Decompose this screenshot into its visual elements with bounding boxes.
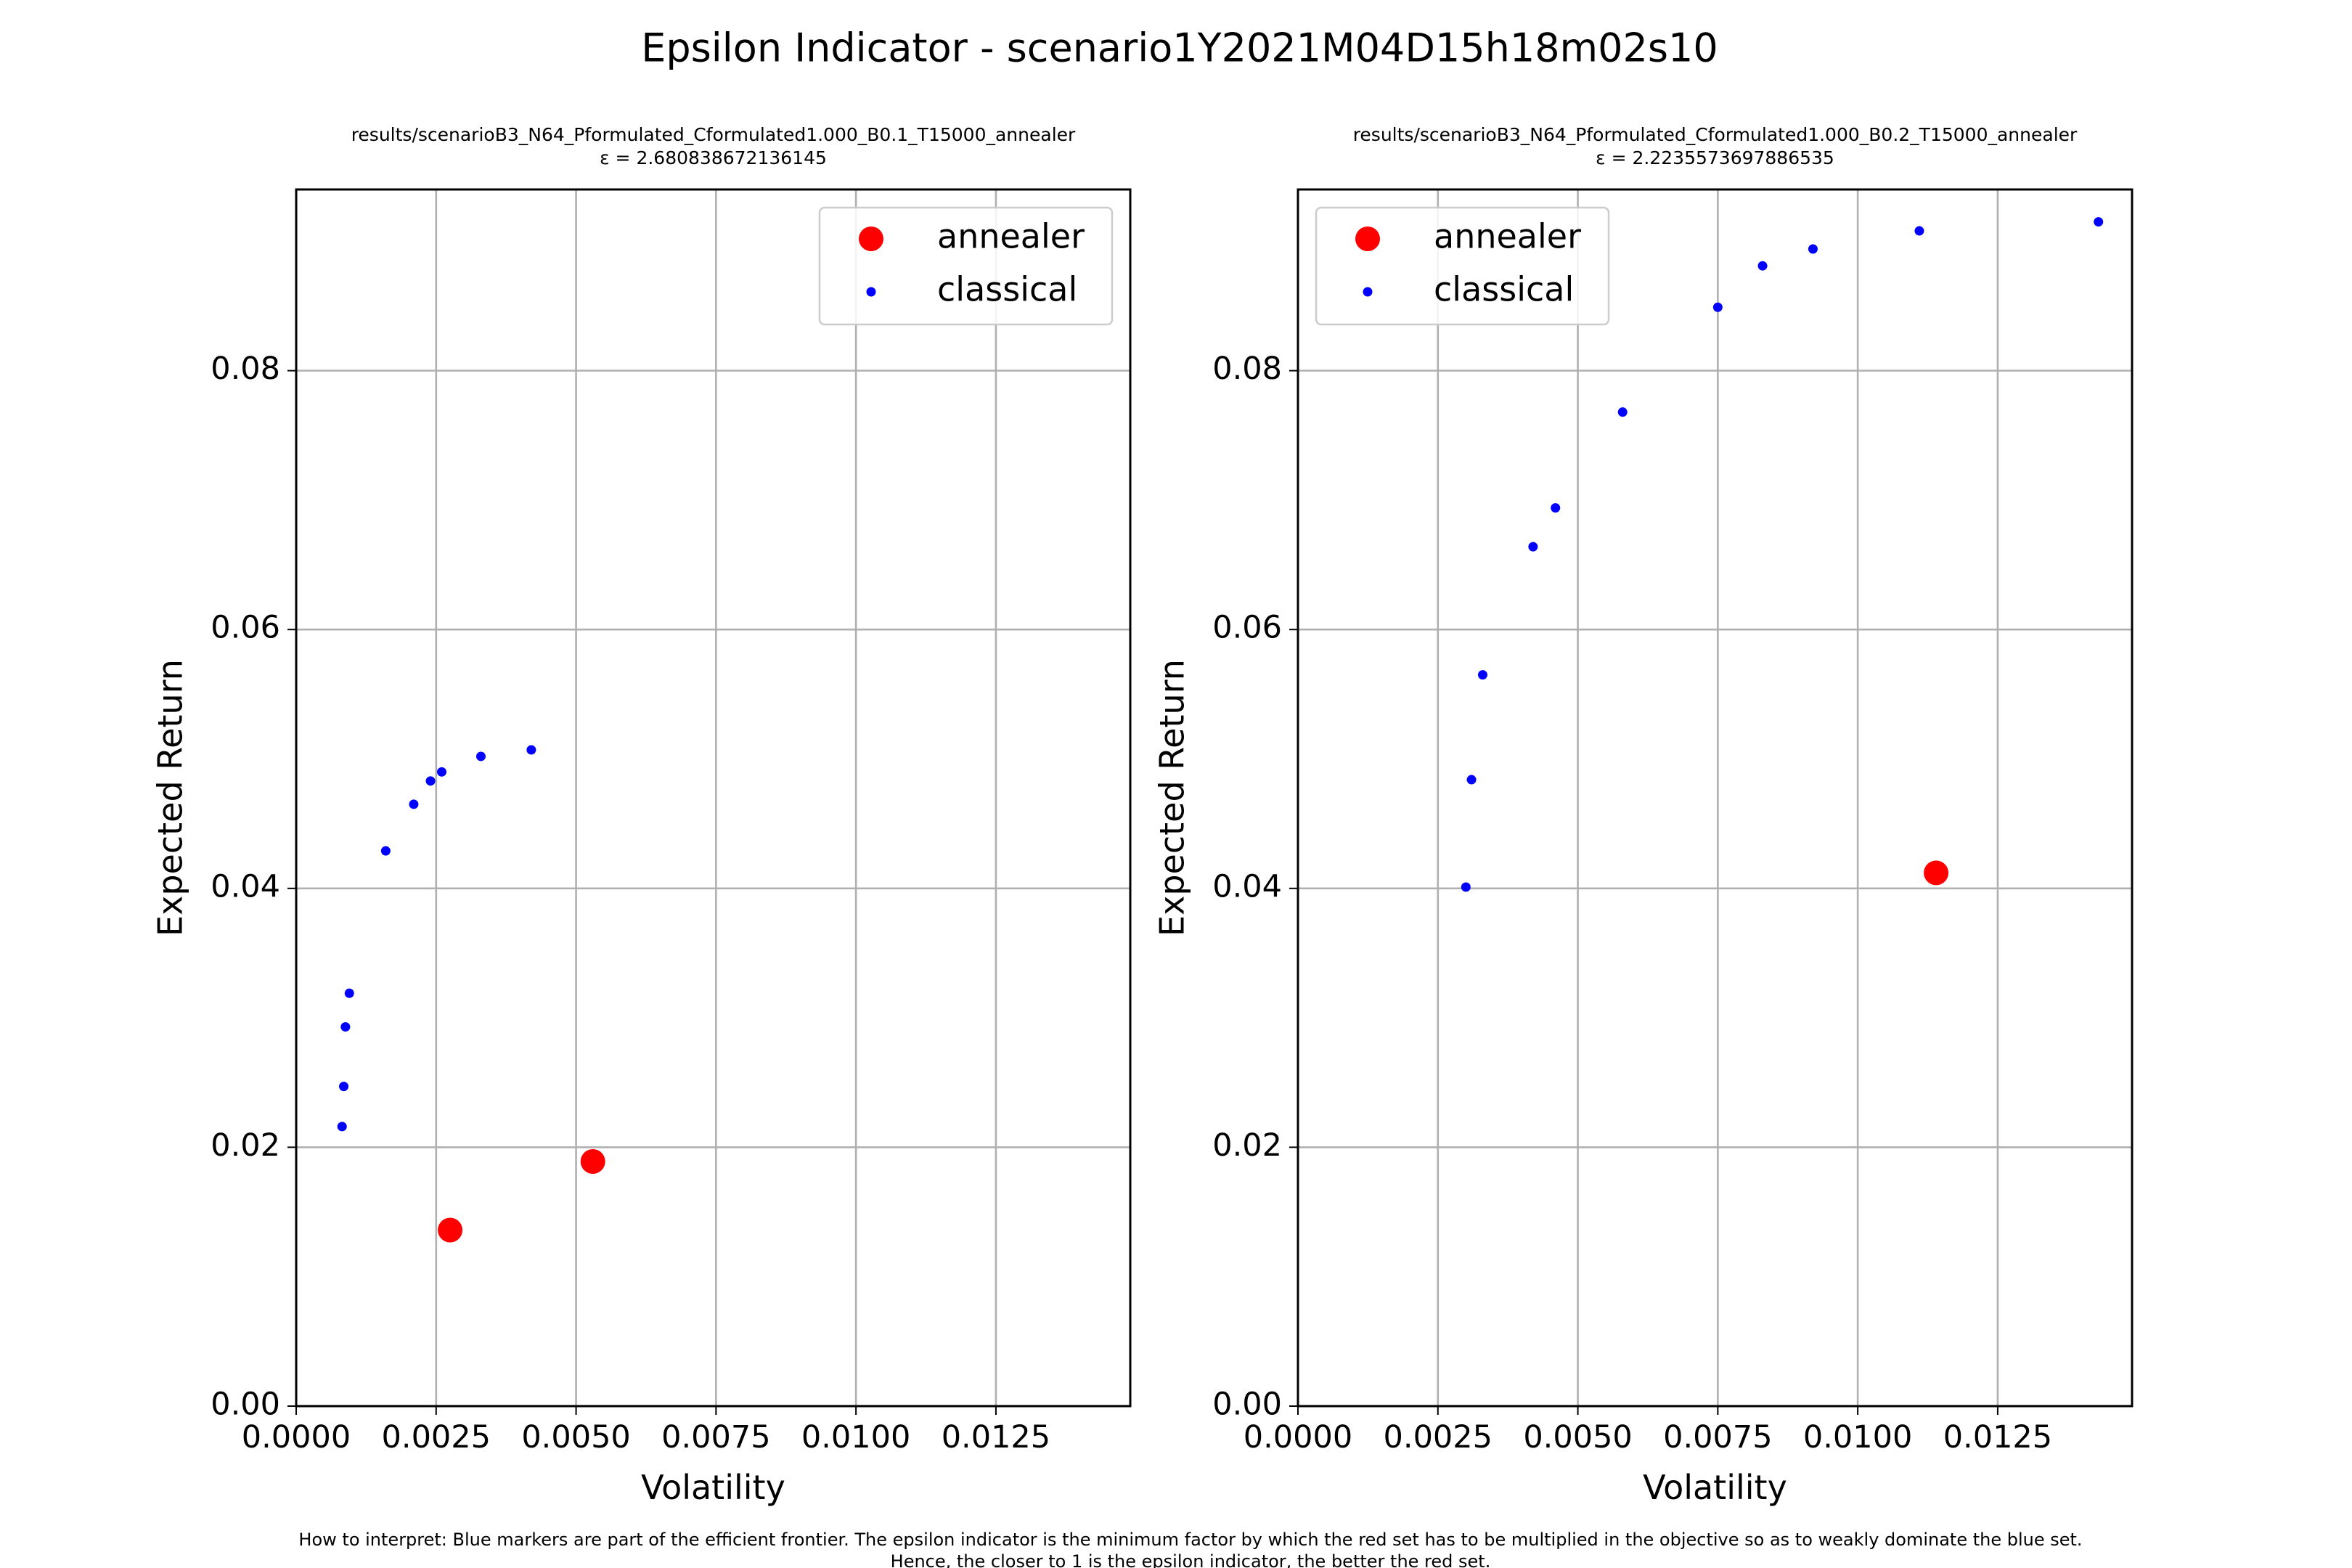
figure-title: Epsilon Indicator - scenario1Y2021M04D15…: [641, 25, 1718, 71]
chart-1: results/scenarioB3_N64_Pformulated_Cform…: [151, 124, 1132, 1507]
chart-1-classical-point-1: [339, 1082, 349, 1092]
chart-2-classical-point-10: [2094, 217, 2104, 227]
chart-1-ytick-label-0: 0.00: [211, 1387, 280, 1423]
chart-1-classical-point-8: [475, 751, 486, 761]
chart-1-legend-label-classical: classical: [937, 270, 1077, 309]
chart-1-classical-point-2: [340, 1022, 351, 1032]
chart-2-xtick-label-2: 0.0050: [1523, 1419, 1632, 1455]
chart-2-legend: annealer classical: [1315, 206, 1610, 326]
chart-1-ytick-label-2: 0.04: [211, 868, 280, 905]
chart-1-classical-point-5: [409, 799, 419, 809]
chart-2-classical-point-7: [1757, 261, 1768, 271]
chart-1-title-line-2: ε = 2.680838672136145: [600, 147, 827, 168]
chart-2-legend-label-annealer: annealer: [1434, 217, 1581, 256]
chart-2-xtick-label-4: 0.0100: [1803, 1419, 1912, 1455]
chart-2-legend-label-classical: classical: [1434, 270, 1574, 309]
chart-2-title-line-1: results/scenarioB3_N64_Pformulated_Cform…: [1353, 124, 2078, 145]
chart-2-ytick-label-2: 0.04: [1212, 868, 1282, 905]
chart-1-xtick-label-2: 0.0050: [521, 1419, 630, 1455]
chart-1-legend-marker-classical: [866, 287, 876, 297]
chart-2-ytick-label-3: 0.06: [1212, 610, 1282, 646]
chart-1-legend-marker-annealer: [859, 226, 883, 251]
chart-1-title-line-1: results/scenarioB3_N64_Pformulated_Cform…: [351, 124, 1076, 145]
chart-1-xtick-label-3: 0.0075: [661, 1419, 770, 1455]
chart-1-axes-frame: [295, 188, 1132, 1408]
chart-2-classical-point-9: [1914, 226, 1924, 236]
chart-2-classical-point-8: [1808, 244, 1818, 254]
chart-2-ytick-label-0: 0.00: [1212, 1387, 1282, 1423]
chart-2-y-axis-label: Expected Return: [1153, 659, 1192, 936]
chart-2-classical-point-4: [1551, 503, 1561, 513]
chart-1-annealer-point-1: [580, 1149, 605, 1175]
chart-1-classical-point-4: [380, 846, 391, 856]
chart-1-annealer-point-0: [438, 1217, 463, 1243]
chart-2-legend-marker-annealer: [1355, 226, 1380, 251]
chart-2-xtick-label-1: 0.0025: [1384, 1419, 1493, 1455]
chart-1-xtick-label-5: 0.0125: [942, 1419, 1050, 1455]
chart-1-ytick-label-4: 0.08: [211, 351, 280, 387]
chart-2-legend-box: [1315, 206, 1610, 326]
chart-2-classical-point-5: [1617, 407, 1628, 417]
footnote-line-1: How to interpret: Blue markers are part …: [298, 1530, 2082, 1550]
chart-1-legend-box: [818, 206, 1114, 326]
chart-2-xtick-label-5: 0.0125: [1943, 1419, 2052, 1455]
chart-2-annealer-point-0: [1924, 860, 1949, 886]
chart-1-classical-point-0: [337, 1122, 347, 1132]
chart-1-classical-point-6: [425, 776, 436, 786]
chart-1-x-axis-label: Volatility: [641, 1468, 785, 1507]
chart-1-classical-point-9: [526, 745, 536, 755]
chart-2-ytick-label-4: 0.08: [1212, 351, 1282, 387]
chart-1-ytick-label-1: 0.02: [211, 1127, 280, 1164]
chart-1-ytick-label-3: 0.06: [211, 610, 280, 646]
chart-2-legend-marker-classical: [1363, 287, 1373, 297]
chart-2-classical-point-2: [1477, 670, 1487, 680]
chart-2-xtick-label-0: 0.0000: [1244, 1419, 1352, 1455]
chart-2-classical-point-1: [1466, 775, 1477, 785]
chart-2-x-axis-label: Volatility: [1643, 1468, 1787, 1507]
chart-2-xtick-label-3: 0.0075: [1663, 1419, 1772, 1455]
subplots: results/scenarioB3_N64_Pformulated_Cform…: [151, 124, 2133, 1507]
chart-2-axes-frame: [1297, 188, 2133, 1408]
chart-1-xtick-label-4: 0.0100: [801, 1419, 910, 1455]
chart-1-xtick-label-1: 0.0025: [382, 1419, 491, 1455]
chart-2-ytick-label-1: 0.02: [1212, 1127, 1282, 1164]
chart-1-classical-point-7: [436, 767, 446, 777]
chart-1-classical-point-3: [344, 988, 354, 998]
footnote-line-2: Hence, the closer to 1 is the epsilon in…: [891, 1551, 1491, 1568]
chart-2-classical-point-6: [1712, 302, 1723, 312]
chart-1-legend: annealer classical: [818, 206, 1114, 326]
chart-1-xtick-label-0: 0.0000: [242, 1419, 351, 1455]
chart-2: results/scenarioB3_N64_Pformulated_Cform…: [1153, 124, 2133, 1507]
chart-2-classical-point-3: [1528, 542, 1538, 552]
chart-2-title-line-2: ε = 2.2235573697886535: [1596, 147, 1834, 168]
chart-1-legend-label-annealer: annealer: [937, 217, 1085, 256]
chart-2-classical-point-0: [1461, 882, 1471, 892]
chart-1-y-axis-label: Expected Return: [151, 659, 190, 936]
